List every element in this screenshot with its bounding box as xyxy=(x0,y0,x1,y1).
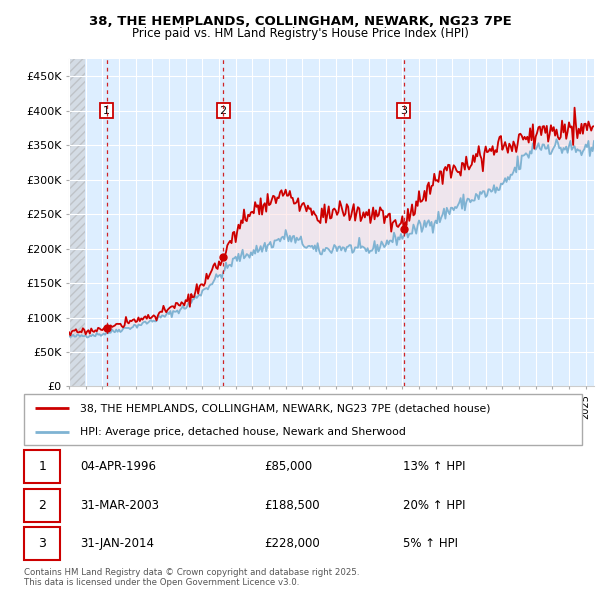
Text: HPI: Average price, detached house, Newark and Sherwood: HPI: Average price, detached house, Newa… xyxy=(80,427,406,437)
Text: 3: 3 xyxy=(38,537,46,550)
Text: 2: 2 xyxy=(220,106,227,116)
FancyBboxPatch shape xyxy=(24,527,60,560)
Text: £228,000: £228,000 xyxy=(264,537,320,550)
Text: 04-APR-1996: 04-APR-1996 xyxy=(80,460,156,473)
Text: £85,000: £85,000 xyxy=(264,460,312,473)
Text: 2: 2 xyxy=(38,499,46,512)
FancyBboxPatch shape xyxy=(24,394,582,445)
Bar xyxy=(69,59,85,386)
Text: 1: 1 xyxy=(38,460,46,473)
Text: 3: 3 xyxy=(400,106,407,116)
Text: 20% ↑ HPI: 20% ↑ HPI xyxy=(403,499,466,512)
Text: Price paid vs. HM Land Registry's House Price Index (HPI): Price paid vs. HM Land Registry's House … xyxy=(131,27,469,40)
Bar xyxy=(69,59,85,386)
Text: £188,500: £188,500 xyxy=(264,499,320,512)
FancyBboxPatch shape xyxy=(24,450,60,483)
Text: 38, THE HEMPLANDS, COLLINGHAM, NEWARK, NG23 7PE: 38, THE HEMPLANDS, COLLINGHAM, NEWARK, N… xyxy=(89,15,511,28)
Text: Contains HM Land Registry data © Crown copyright and database right 2025.
This d: Contains HM Land Registry data © Crown c… xyxy=(24,568,359,587)
Text: 31-MAR-2003: 31-MAR-2003 xyxy=(80,499,159,512)
Text: 38, THE HEMPLANDS, COLLINGHAM, NEWARK, NG23 7PE (detached house): 38, THE HEMPLANDS, COLLINGHAM, NEWARK, N… xyxy=(80,403,490,413)
FancyBboxPatch shape xyxy=(24,489,60,522)
Text: 31-JAN-2014: 31-JAN-2014 xyxy=(80,537,154,550)
Text: 5% ↑ HPI: 5% ↑ HPI xyxy=(403,537,458,550)
Text: 13% ↑ HPI: 13% ↑ HPI xyxy=(403,460,466,473)
Text: 1: 1 xyxy=(103,106,110,116)
